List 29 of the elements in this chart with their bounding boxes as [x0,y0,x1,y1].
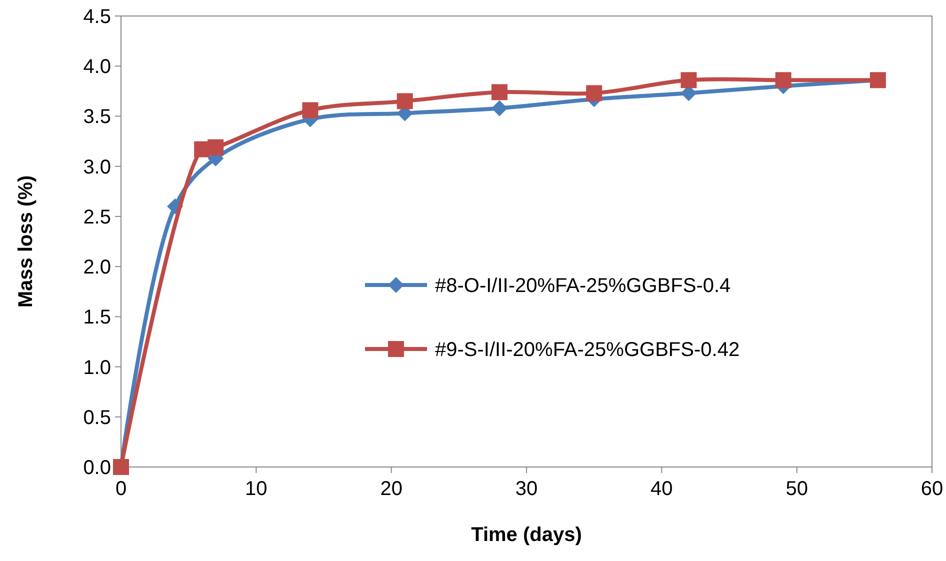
y-tick-label: 2.5 [83,206,111,228]
point [302,102,318,118]
x-tick-label: 40 [650,478,673,500]
point [680,72,697,88]
y-tick-label: 2.0 [83,256,111,279]
y-tick-label: 3.0 [83,156,111,178]
legend-label: #8-O-I/II-20%FA-25%GGBFS-0.4 [435,275,731,297]
point [208,139,224,156]
x-tick-label: 50 [786,478,808,500]
legend-label: #9-S-I/II-20%FA-25%GGBFS-0.42 [435,339,740,361]
x-axis-title: Time (days) [471,524,582,546]
x-tick-label: 60 [920,478,944,500]
y-tick-label: 1.0 [83,356,111,379]
y-axis-title: Mass loss (%) [15,175,37,308]
point [491,84,508,100]
y-tick-label: 3.5 [83,106,111,128]
point [775,72,792,88]
point [396,93,413,110]
x-tick-label: 30 [515,478,538,500]
y-tick-label: 4.0 [83,56,111,78]
x-tick-label: 10 [245,478,268,500]
x-tick-label: 20 [380,478,402,500]
y-tick-label: 0.5 [83,406,111,429]
x-tick-label: 0 [115,478,127,500]
y-tick-label: 4.5 [83,6,111,28]
point [586,85,602,102]
y-tick-label: 1.5 [83,306,111,329]
point [491,100,508,116]
y-tick-label: 0.0 [83,457,111,479]
